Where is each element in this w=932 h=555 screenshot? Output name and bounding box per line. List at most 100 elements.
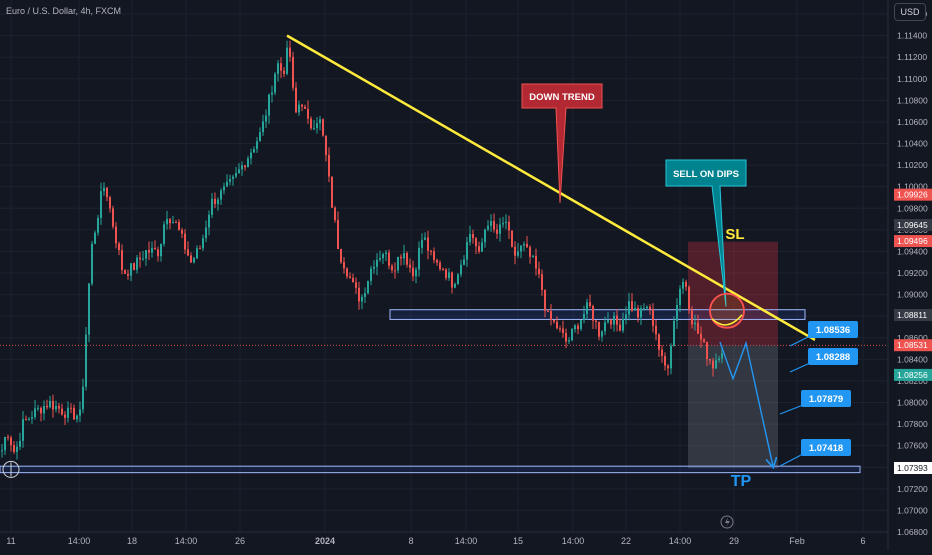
price-zones[interactable] — [0, 309, 861, 474]
time-axis[interactable]: 11 14:00 18 14:00 26 2024 8 14:00 15 14:00 22 14:00… — [0, 531, 888, 546]
entry-smile-arc — [711, 314, 743, 326]
entry-circle[interactable] — [709, 292, 745, 329]
price-marker-label: 1.08811 — [897, 310, 927, 320]
candle-body — [625, 314, 627, 319]
crosshair-circle-icon[interactable] — [2, 460, 20, 478]
candle-body — [439, 262, 441, 270]
take-profit-box[interactable] — [688, 345, 778, 469]
candle-body — [496, 229, 498, 234]
candle-body — [145, 250, 147, 259]
candle-body — [151, 248, 153, 253]
candle-body — [115, 226, 117, 244]
candle-body — [712, 360, 714, 369]
candle-body — [142, 258, 144, 260]
price-marker-box[interactable] — [894, 368, 932, 381]
price-marker-box[interactable] — [894, 188, 932, 201]
target-label-box[interactable] — [801, 390, 851, 407]
candle-body — [205, 227, 207, 239]
annotations[interactable]: DOWN TREND SELL ON DIPS SL TP 1.08536 1.08288… — [2, 83, 858, 529]
price-axis-background — [888, 0, 932, 550]
candle-body — [325, 135, 327, 155]
candle-body — [70, 407, 72, 409]
time-tick-label: 26 — [235, 536, 245, 546]
candle-body — [31, 417, 33, 419]
candle-body — [613, 315, 615, 325]
candle-body — [469, 234, 471, 243]
candle-body — [532, 255, 534, 257]
candle-body — [643, 308, 645, 310]
candle-body — [229, 178, 231, 182]
candle-body — [157, 249, 159, 257]
sell-on-dips-label: SELL ON DIPS — [673, 169, 739, 180]
sell-on-dips-callout[interactable] — [665, 159, 747, 307]
candle-body — [253, 149, 255, 153]
candle-body — [703, 339, 705, 342]
candle-body — [193, 258, 195, 263]
candle-body — [22, 419, 24, 441]
target-pointer — [789, 362, 811, 373]
currency-button[interactable]: USD — [894, 3, 926, 21]
candle-body — [517, 251, 519, 256]
price-axis[interactable]: 1.116001.114001.112001.110001.108001.106… — [887, 0, 932, 550]
candle-body — [34, 408, 36, 418]
target-label-box[interactable] — [808, 321, 858, 338]
target-label-box[interactable] — [801, 439, 851, 456]
candle-body — [604, 322, 606, 332]
candle-body — [598, 321, 600, 337]
candle-body — [628, 301, 630, 315]
price-tick-label: 1.11400 — [897, 31, 927, 41]
candle-body — [661, 349, 663, 357]
price-tick-label: 1.10600 — [897, 117, 928, 127]
target-label-box[interactable] — [808, 348, 858, 365]
down-trend-line[interactable] — [286, 34, 816, 342]
candle-body — [7, 436, 9, 438]
candle-body — [235, 173, 237, 177]
candle-body — [670, 345, 672, 369]
support-zone[interactable] — [0, 465, 861, 474]
candle-body — [370, 268, 372, 281]
price-tick-label: 1.06800 — [897, 527, 928, 537]
price-marker-label: 1.07393 — [897, 463, 928, 473]
time-tick-label: 15 — [513, 536, 523, 546]
price-marker-box[interactable] — [894, 339, 932, 352]
time-tick-label: 11 — [6, 536, 15, 546]
price-tick-label: 1.10000 — [897, 182, 928, 192]
price-marker-box[interactable] — [894, 235, 932, 248]
candle-body — [523, 243, 525, 246]
price-tick-label: 1.10400 — [897, 139, 928, 149]
candle-body — [499, 224, 501, 234]
candle-body — [364, 293, 366, 297]
price-tick-label: 1.09000 — [897, 290, 928, 300]
price-marker-box[interactable] — [894, 218, 932, 231]
price-marker-box[interactable] — [894, 462, 932, 475]
candle-body — [19, 440, 21, 447]
candle-body — [211, 198, 213, 215]
candle-body — [688, 286, 690, 310]
price-marker-box[interactable] — [894, 308, 932, 321]
candle-body — [148, 250, 150, 253]
candle-body — [46, 405, 48, 408]
candle-body — [256, 141, 258, 150]
candle-body — [466, 242, 468, 260]
lightning-circle-icon[interactable] — [720, 515, 734, 529]
resistance-zone[interactable] — [389, 309, 806, 320]
candle-body — [412, 267, 414, 277]
down-trend-callout[interactable] — [521, 83, 603, 203]
trendline[interactable] — [286, 34, 816, 342]
candle-body — [634, 307, 636, 311]
candle-body — [715, 360, 717, 369]
candle-body — [586, 302, 588, 314]
candle-body — [463, 259, 465, 265]
candle-body — [637, 307, 639, 318]
candle-body — [553, 319, 555, 322]
candle-body — [301, 104, 303, 107]
candle-body — [178, 222, 180, 231]
candle-body — [100, 191, 102, 218]
candle-body — [427, 237, 429, 251]
candle-body — [85, 334, 87, 387]
projected-path-arrow[interactable] — [719, 340, 773, 466]
candle-body — [166, 219, 168, 225]
